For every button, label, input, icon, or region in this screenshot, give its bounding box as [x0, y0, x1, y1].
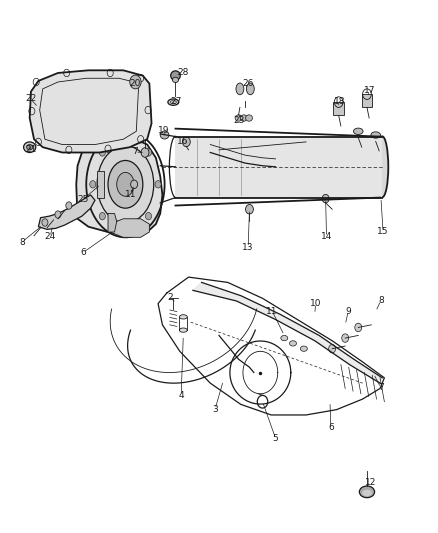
- Ellipse shape: [246, 115, 253, 121]
- Ellipse shape: [108, 160, 143, 208]
- Text: 13: 13: [242, 243, 254, 252]
- Ellipse shape: [376, 136, 389, 197]
- Polygon shape: [110, 219, 149, 237]
- Text: 16: 16: [177, 137, 189, 146]
- Text: 8: 8: [378, 296, 384, 305]
- Ellipse shape: [168, 99, 179, 106]
- Circle shape: [66, 202, 72, 209]
- Circle shape: [145, 213, 152, 220]
- Text: 26: 26: [243, 78, 254, 87]
- Text: 25: 25: [77, 195, 88, 204]
- Text: 11: 11: [125, 190, 136, 199]
- Ellipse shape: [371, 132, 381, 138]
- Circle shape: [183, 137, 190, 147]
- Circle shape: [130, 75, 141, 89]
- Circle shape: [355, 323, 362, 332]
- Text: 11: 11: [266, 306, 278, 316]
- Ellipse shape: [353, 128, 363, 134]
- Text: 2: 2: [167, 293, 173, 302]
- Ellipse shape: [180, 328, 187, 332]
- Circle shape: [122, 135, 128, 143]
- Ellipse shape: [117, 172, 134, 196]
- Text: 17: 17: [364, 86, 376, 95]
- Text: 20: 20: [129, 78, 141, 87]
- Ellipse shape: [247, 83, 254, 95]
- Text: 9: 9: [346, 306, 351, 316]
- Text: 18: 18: [334, 97, 345, 106]
- Text: 23: 23: [234, 116, 245, 125]
- Circle shape: [145, 149, 152, 156]
- Ellipse shape: [160, 131, 169, 139]
- Circle shape: [141, 148, 149, 157]
- Circle shape: [42, 219, 48, 226]
- Ellipse shape: [97, 146, 154, 223]
- Ellipse shape: [359, 486, 374, 498]
- Ellipse shape: [235, 115, 242, 121]
- Ellipse shape: [27, 144, 33, 150]
- Text: 28: 28: [177, 68, 189, 77]
- Text: 7: 7: [378, 383, 384, 392]
- Text: 27: 27: [171, 97, 182, 106]
- Text: 12: 12: [365, 478, 376, 487]
- Ellipse shape: [236, 83, 244, 95]
- Bar: [362, 94, 372, 108]
- Ellipse shape: [362, 490, 372, 496]
- Ellipse shape: [240, 115, 247, 121]
- Circle shape: [155, 181, 161, 188]
- Ellipse shape: [180, 315, 187, 319]
- Text: 5: 5: [273, 434, 279, 443]
- Circle shape: [342, 334, 349, 342]
- Text: 3: 3: [212, 405, 218, 414]
- Text: 10: 10: [310, 298, 321, 308]
- Polygon shape: [39, 195, 95, 229]
- Ellipse shape: [300, 346, 307, 351]
- Text: 6: 6: [80, 248, 86, 257]
- Circle shape: [328, 344, 336, 353]
- Polygon shape: [193, 282, 382, 383]
- Ellipse shape: [24, 142, 36, 152]
- Text: 8: 8: [19, 238, 25, 247]
- Circle shape: [90, 181, 96, 188]
- Ellipse shape: [290, 341, 297, 346]
- Text: 24: 24: [45, 232, 56, 241]
- Polygon shape: [76, 136, 162, 235]
- Ellipse shape: [171, 71, 180, 80]
- Circle shape: [55, 211, 61, 218]
- Ellipse shape: [281, 335, 288, 341]
- Circle shape: [99, 213, 106, 220]
- Circle shape: [131, 180, 138, 189]
- Ellipse shape: [173, 77, 179, 83]
- Text: 14: 14: [321, 232, 332, 241]
- Text: 7: 7: [132, 148, 138, 157]
- Bar: [333, 102, 344, 115]
- Polygon shape: [30, 70, 152, 152]
- Text: 6: 6: [328, 423, 334, 432]
- Text: 21: 21: [25, 145, 36, 154]
- Polygon shape: [108, 214, 117, 232]
- Circle shape: [99, 149, 106, 156]
- Polygon shape: [97, 171, 104, 198]
- Circle shape: [322, 195, 329, 203]
- Text: 22: 22: [25, 94, 36, 103]
- Text: 19: 19: [158, 126, 169, 135]
- Circle shape: [246, 205, 253, 214]
- Text: 15: 15: [377, 227, 389, 236]
- Circle shape: [122, 225, 128, 233]
- Text: 4: 4: [178, 391, 184, 400]
- FancyBboxPatch shape: [176, 136, 382, 198]
